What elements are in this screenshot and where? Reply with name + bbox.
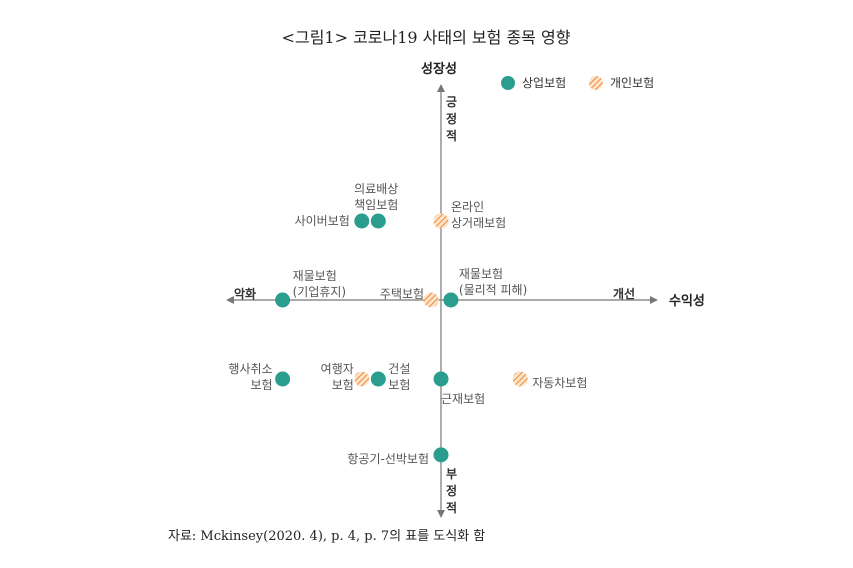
legend-label-personal: 개인보험: [610, 76, 654, 90]
x-axis-arrow-right: [650, 296, 658, 304]
personal-point-2: [354, 371, 370, 387]
x-axis-arrow-left: [226, 296, 234, 304]
personal-point-0: [433, 213, 449, 229]
x-axis-positive-label: 개선: [613, 286, 635, 301]
personal-label-2: 여행자 보험: [321, 361, 354, 392]
legend-marker-personal: [589, 76, 603, 90]
commercial-label-5: 건설 보험: [388, 362, 410, 392]
commercial-point-5: [370, 371, 386, 387]
legend-label-commercial: 상업보험: [522, 76, 566, 90]
commercial-label-2: 재물보험 (물리적 피해): [459, 267, 527, 297]
personal-label-3: 자동차보험: [532, 376, 587, 390]
commercial-label-0: 사이버보험: [295, 214, 350, 228]
y-axis-arrow-up: [437, 84, 445, 92]
commercial-label-3: 재물보험 (기업휴지): [293, 269, 347, 299]
y-axis-arrow-down: [437, 510, 445, 518]
personal-label-0: 온라인 상거래보험: [451, 200, 506, 230]
y-axis-label: 성장성: [421, 61, 457, 77]
x-axis-label: 수익성: [669, 293, 705, 309]
commercial-point-1: [370, 213, 386, 229]
personal-point-1: [423, 292, 439, 308]
legend: 상업보험 개인보험: [501, 76, 654, 90]
personal-point-3: [512, 371, 528, 387]
commercial-label-1: 의료배상 책임보험: [354, 182, 398, 212]
commercial-point-3: [275, 292, 291, 308]
chart-source: 자료: Mckinsey(2020. 4), p. 4, p. 7의 표를 도식…: [168, 529, 485, 544]
commercial-point-7: [433, 447, 449, 463]
commercial-point-2: [443, 292, 459, 308]
commercial-label-7: 항공기-선박보험: [347, 452, 429, 466]
commercial-point-0: [354, 213, 370, 229]
chart-title: <그림1> 코로나19 사태의 보험 종목 영향: [282, 28, 571, 47]
commercial-point-4: [275, 371, 291, 387]
commercial-label-6: 근재보험: [441, 392, 485, 406]
commercial-point-6: [433, 371, 449, 387]
data-points: [275, 213, 528, 463]
legend-marker-commercial: [501, 76, 515, 90]
commercial-label-4: 행사취소 보험: [228, 361, 272, 392]
personal-label-1: 주택보험: [380, 287, 424, 301]
x-axis-negative-label: 악화: [234, 286, 256, 301]
